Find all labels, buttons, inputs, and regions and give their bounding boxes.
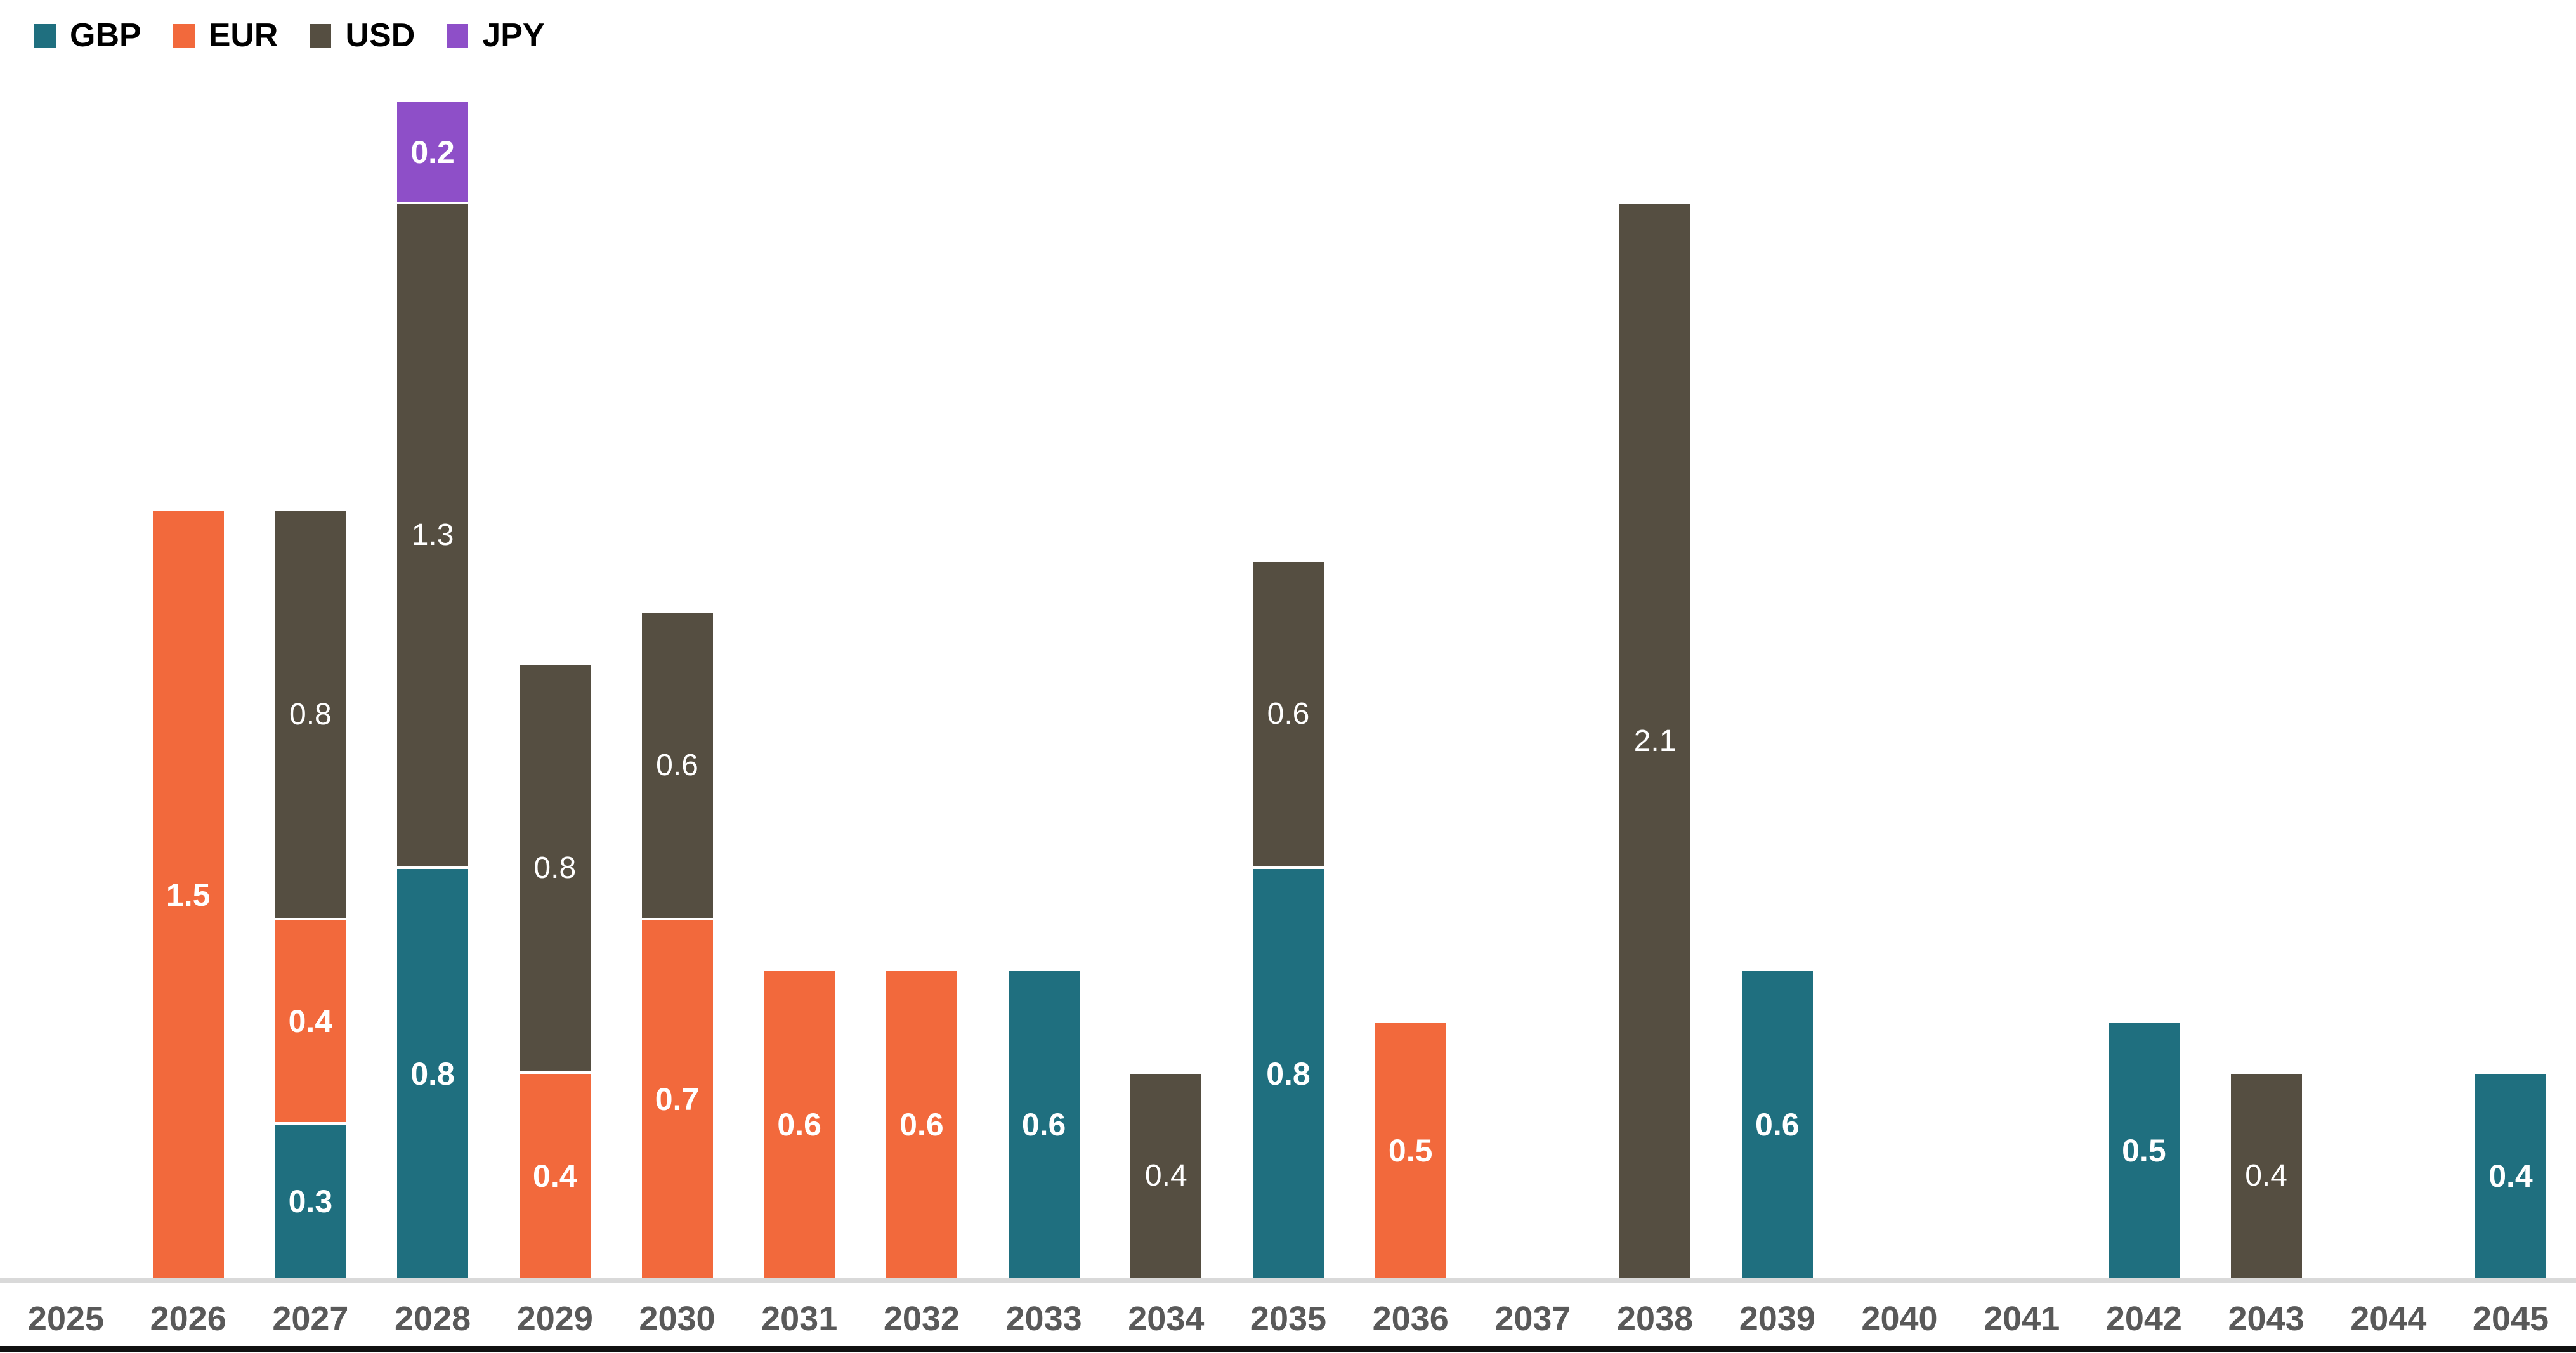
x-axis-label-2026: 2026	[150, 1300, 226, 1338]
bar-value-label-2038-usd: 2.1	[1633, 724, 1677, 758]
bar-value-label-2045-gbp: 0.4	[2488, 1158, 2533, 1194]
legend-label: GBP	[70, 17, 141, 54]
bar-segment-2026-eur: 1.5	[152, 511, 224, 1278]
bar-value-label-2031-eur: 0.6	[777, 1107, 821, 1142]
bar-value-label-2034-usd: 0.4	[1144, 1159, 1187, 1193]
bar-segment-2045-gbp: 0.4	[2475, 1074, 2546, 1278]
x-axis-label-2035: 2035	[1250, 1300, 1327, 1338]
x-axis-label-2040: 2040	[1861, 1300, 1938, 1338]
bar-segment-2030-eur: 0.7	[641, 920, 713, 1278]
x-axis-label-2042: 2042	[2105, 1300, 2182, 1338]
x-axis-label-2028: 2028	[395, 1300, 471, 1338]
bar-value-label-2035-gbp: 0.8	[1266, 1056, 1311, 1092]
bar-segment-2033-gbp: 0.6	[1008, 971, 1080, 1278]
bar-value-label-2029-usd: 0.8	[533, 851, 577, 885]
legend-item-usd: USD	[310, 19, 415, 52]
bar-value-label-2032-eur: 0.6	[899, 1107, 944, 1142]
bar-segment-2028-gbp: 0.8	[397, 869, 469, 1278]
legend-item-gbp: GBP	[34, 19, 141, 52]
bar-segment-2029-usd: 0.8	[519, 665, 591, 1074]
x-axis-label-2038: 2038	[1617, 1300, 1694, 1338]
bar-segment-2038-usd: 2.1	[1619, 204, 1691, 1278]
screenshot-bottom-border	[0, 1346, 2576, 1352]
legend-swatch-usd	[310, 23, 332, 48]
legend-label: EUR	[208, 17, 278, 54]
bar-value-label-2027-eur: 0.4	[288, 1003, 333, 1039]
x-axis-label-2031: 2031	[761, 1300, 838, 1338]
legend-swatch-gbp	[34, 23, 56, 48]
bar-value-label-2035-usd: 0.6	[1267, 697, 1310, 731]
legend-swatch-eur	[173, 23, 195, 48]
bar-segment-2039-gbp: 0.6	[1741, 971, 1813, 1278]
bar-value-label-2028-usd: 1.3	[411, 518, 454, 552]
legend-item-jpy: JPY	[447, 17, 545, 54]
x-axis-label-2025: 2025	[27, 1300, 105, 1338]
x-axis-label-2043: 2043	[2228, 1300, 2305, 1338]
bar-value-label-2033-gbp: 0.6	[1021, 1107, 1066, 1142]
bar-segment-2027-usd: 0.8	[275, 511, 346, 920]
x-axis-label-2044: 2044	[2350, 1300, 2427, 1338]
bar-value-label-2027-gbp: 0.3	[288, 1184, 333, 1219]
legend-item-eur: EUR	[173, 19, 278, 52]
bar-segment-2032-eur: 0.6	[886, 971, 957, 1278]
x-axis-label-2034: 2034	[1128, 1300, 1205, 1338]
bar-segment-2030-usd: 0.6	[641, 613, 713, 920]
x-axis-label-2036: 2036	[1372, 1300, 1449, 1338]
bar-value-label-2039-gbp: 0.6	[1755, 1107, 1800, 1142]
bar-segment-2043-usd: 0.4	[2230, 1074, 2302, 1278]
chart-legend: GBP EUR USD JPY	[34, 19, 545, 52]
bar-segment-2028-jpy: 0.2	[397, 102, 469, 204]
bar-value-label-2027-usd: 0.8	[289, 697, 332, 731]
bar-value-label-2028-gbp: 0.8	[410, 1056, 455, 1092]
bar-value-label-2030-eur: 0.7	[655, 1082, 700, 1117]
bar-segment-2042-gbp: 0.5	[2108, 1023, 2180, 1278]
bar-segment-2036-eur: 0.5	[1375, 1023, 1446, 1278]
bar-segment-2028-usd: 1.3	[397, 204, 469, 869]
bar-value-label-2026-eur: 1.5	[166, 877, 211, 913]
x-axis-line	[0, 1278, 2576, 1283]
legend-label: USD	[345, 17, 415, 54]
legend-swatch-jpy	[447, 23, 469, 48]
bar-value-label-2029-eur: 0.4	[533, 1158, 577, 1194]
bar-value-label-2028-jpy: 0.2	[410, 134, 455, 170]
bar-value-label-2030-usd: 0.6	[656, 748, 698, 782]
legend-label: JPY	[482, 17, 545, 54]
x-axis-label-2039: 2039	[1739, 1300, 1815, 1338]
x-axis-label-2045: 2045	[2472, 1300, 2549, 1338]
bar-segment-2027-eur: 0.4	[275, 920, 346, 1125]
bar-segment-2031-eur: 0.6	[764, 971, 835, 1278]
x-axis-label-2033: 2033	[1005, 1300, 1082, 1338]
bar-value-label-2036-eur: 0.5	[1388, 1132, 1433, 1168]
bar-value-label-2042-gbp: 0.5	[2122, 1132, 2166, 1168]
x-axis-label-2032: 2032	[883, 1300, 960, 1338]
x-axis-label-2030: 2030	[639, 1300, 716, 1338]
bar-segment-2034-usd: 0.4	[1130, 1074, 1202, 1278]
x-axis-label-2041: 2041	[1984, 1300, 2060, 1338]
bar-segment-2027-gbp: 0.3	[275, 1125, 346, 1278]
bar-value-label-2043-usd: 0.4	[2245, 1159, 2287, 1193]
x-axis-label-2029: 2029	[516, 1300, 593, 1338]
x-axis-label-2027: 2027	[272, 1300, 349, 1338]
x-axis-label-2037: 2037	[1494, 1300, 1571, 1338]
bar-segment-2029-eur: 0.4	[519, 1074, 591, 1278]
bar-segment-2035-usd: 0.6	[1253, 562, 1324, 869]
bar-segment-2035-gbp: 0.8	[1253, 869, 1324, 1278]
